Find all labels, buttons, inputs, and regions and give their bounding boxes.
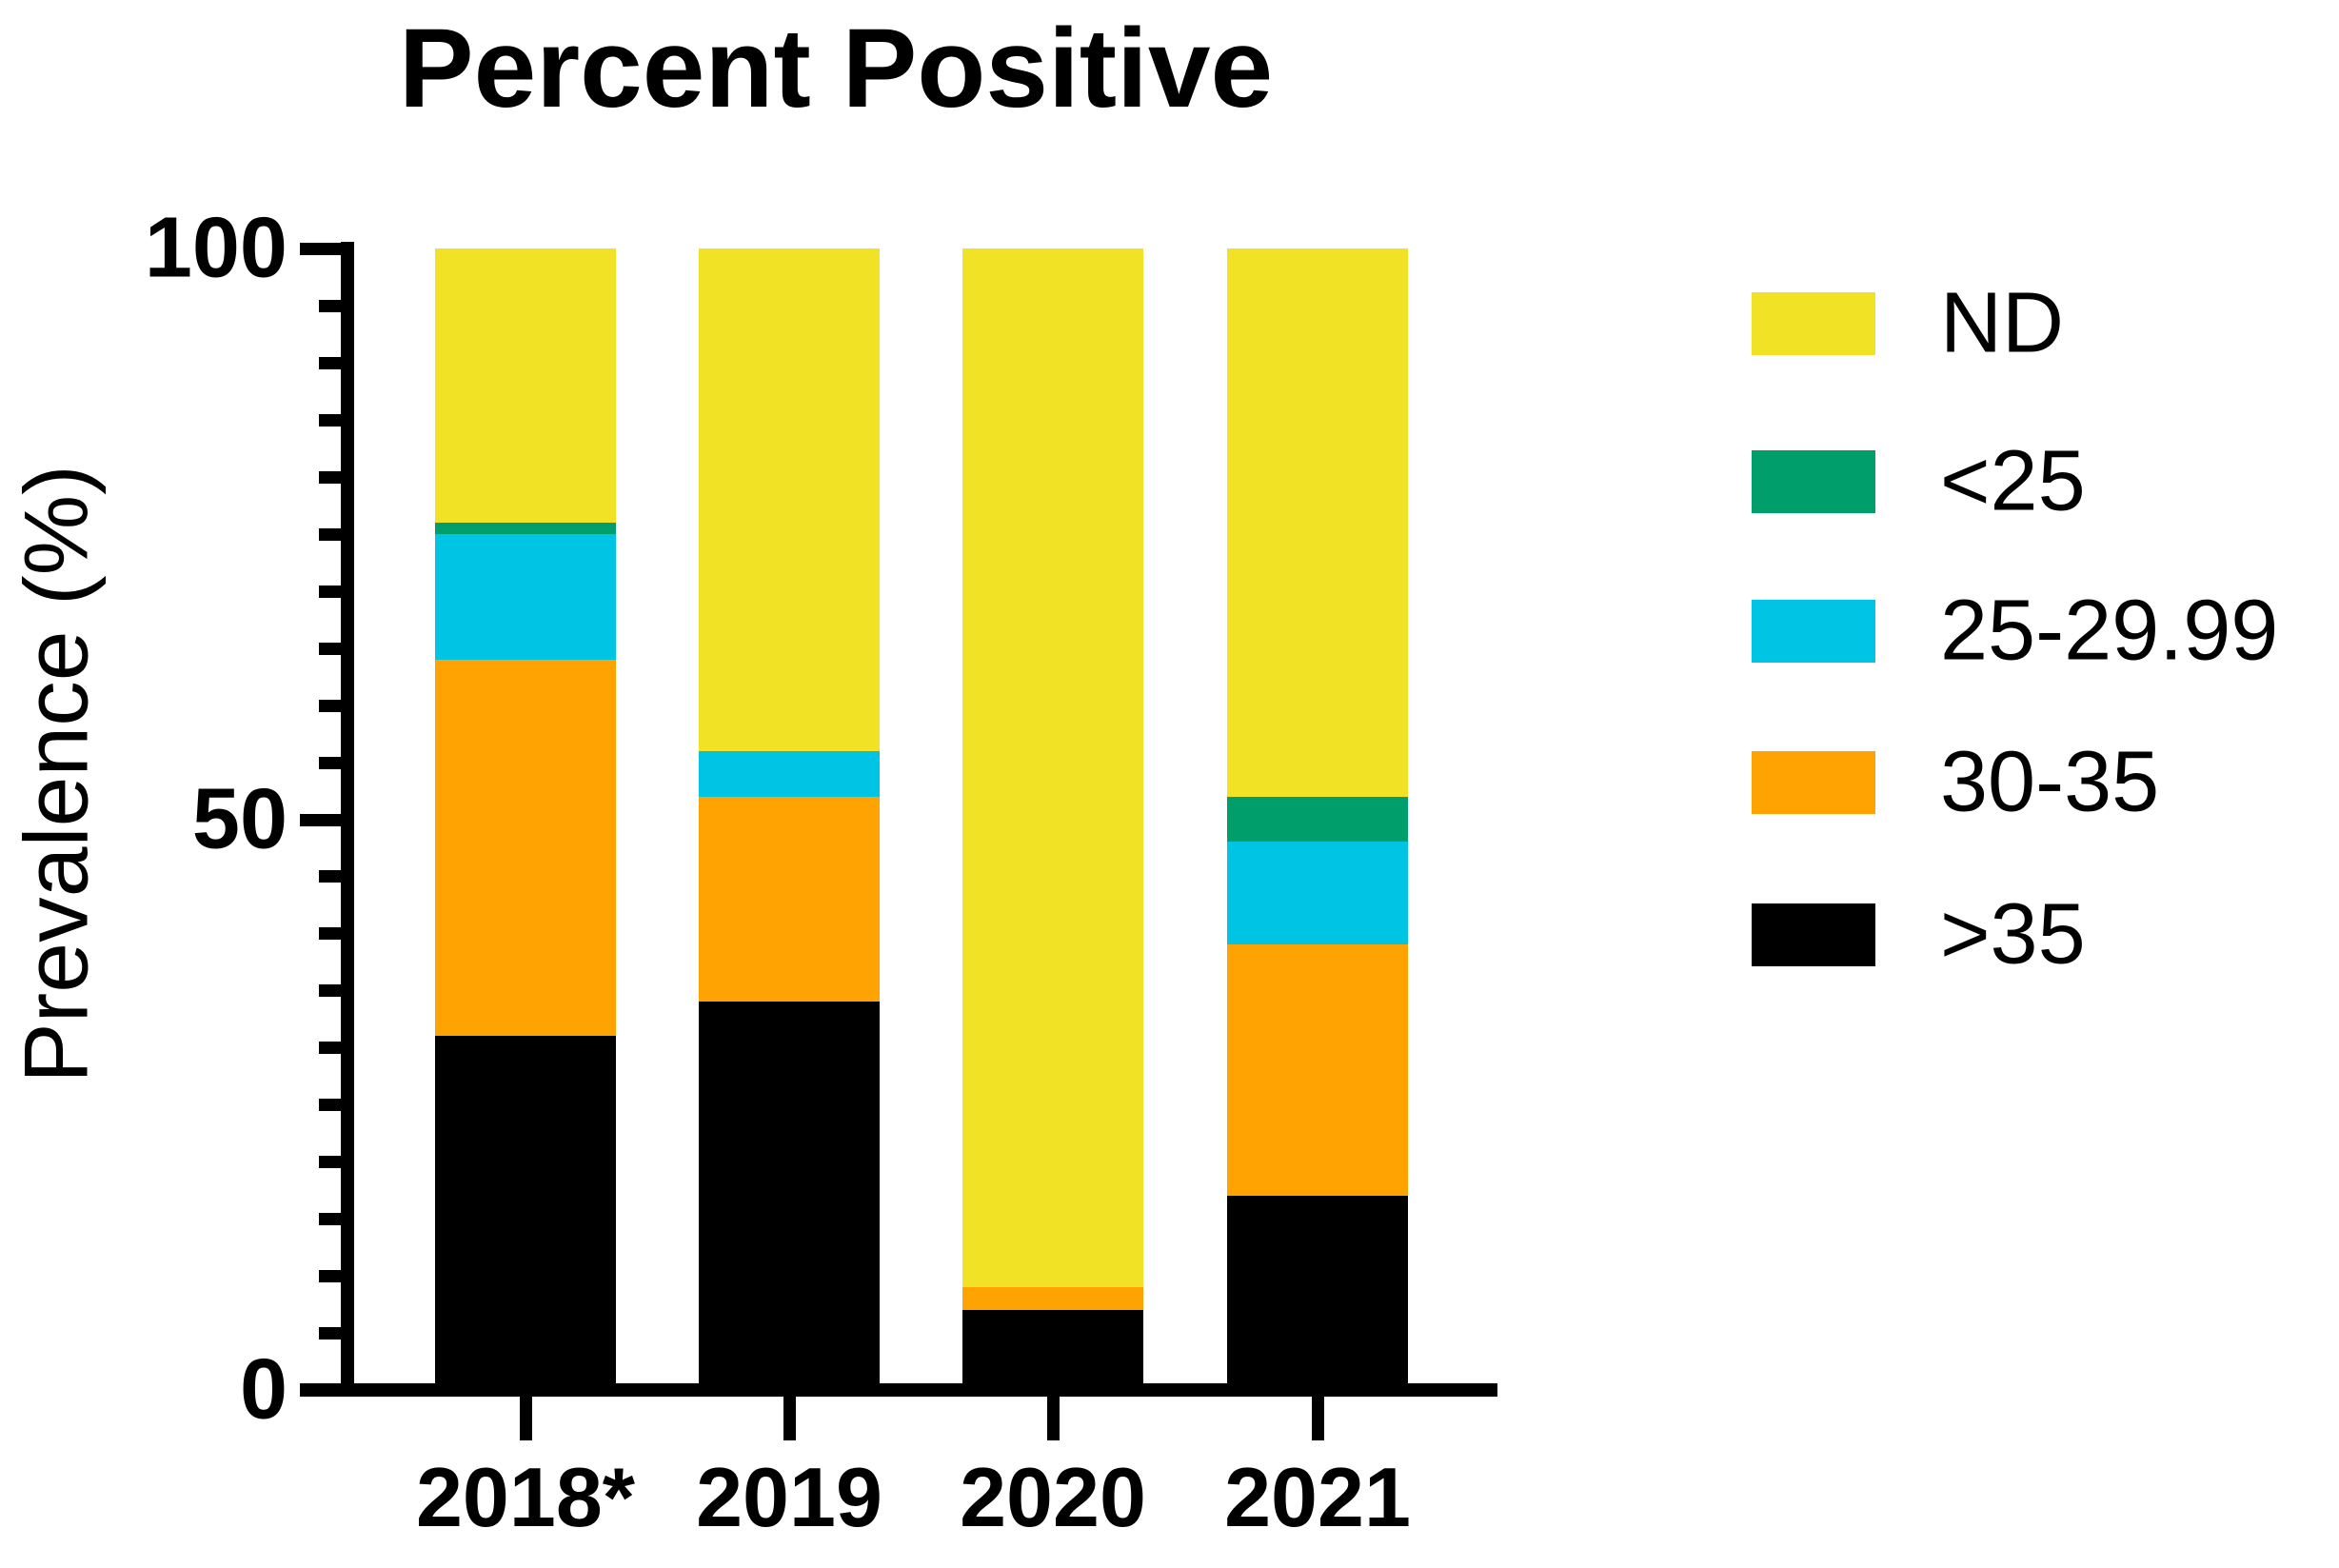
y-minor-tick <box>319 870 341 883</box>
y-tick-label: 50 <box>191 771 287 866</box>
bar-segment <box>962 248 1143 1288</box>
y-axis-line <box>341 242 354 1397</box>
bar-segment <box>699 796 880 1002</box>
bar-segment <box>435 533 616 660</box>
y-minor-tick <box>319 356 341 369</box>
y-minor-tick <box>319 927 341 941</box>
bar-segment <box>435 1036 616 1390</box>
y-minor-tick <box>319 756 341 769</box>
y-minor-tick <box>319 984 341 998</box>
y-minor-tick <box>319 1042 341 1055</box>
bar-segment <box>435 659 616 1037</box>
legend-swatch <box>1752 292 1875 355</box>
y-minor-tick <box>319 1327 341 1340</box>
x-tick <box>520 1396 532 1440</box>
x-tick-label: 2020 <box>960 1450 1146 1544</box>
x-tick-label: 2021 <box>1224 1450 1411 1544</box>
x-tick-label: 2019 <box>696 1450 882 1544</box>
bar-segment <box>699 1002 880 1390</box>
legend-label: <25 <box>1940 433 2086 529</box>
y-tick-label: 0 <box>239 1341 287 1438</box>
legend-swatch <box>1752 450 1875 513</box>
bar-segment <box>1227 796 1408 843</box>
bar-segment <box>962 1287 1143 1311</box>
bar-segment <box>1227 248 1408 797</box>
y-minor-tick <box>319 585 341 598</box>
bar-segment <box>699 750 880 797</box>
bar-segment <box>1227 842 1408 945</box>
y-minor-tick <box>319 299 341 312</box>
y-minor-tick <box>319 642 341 655</box>
legend-label: 25-29.99 <box>1940 583 2279 679</box>
chart-title: Percent Positive <box>398 6 1274 131</box>
legend-swatch <box>1752 903 1875 966</box>
y-minor-tick <box>319 1270 341 1283</box>
x-tick-label: 2018* <box>415 1450 636 1544</box>
y-minor-tick <box>319 470 341 484</box>
y-minor-tick <box>319 1156 341 1169</box>
legend-label: >35 <box>1940 886 2086 982</box>
bar-segment <box>962 1310 1143 1390</box>
y-minor-tick <box>319 699 341 712</box>
y-tick-label: 100 <box>144 200 287 296</box>
y-minor-tick <box>319 1099 341 1112</box>
x-tick <box>1312 1396 1324 1440</box>
y-minor-tick <box>319 413 341 427</box>
legend-swatch <box>1752 751 1875 814</box>
bar-segment <box>1227 1196 1408 1390</box>
legend-label: 30-35 <box>1940 734 2160 830</box>
x-tick <box>1047 1396 1060 1440</box>
y-major-tick <box>300 1384 341 1397</box>
y-minor-tick <box>319 1213 341 1226</box>
y-major-tick <box>300 243 341 255</box>
bar-segment <box>1227 944 1408 1197</box>
y-minor-tick <box>319 527 341 541</box>
y-major-tick <box>300 813 341 826</box>
bar-segment <box>435 522 616 534</box>
legend-label: ND <box>1940 275 2064 371</box>
bar-segment <box>435 248 616 523</box>
x-tick <box>783 1396 796 1440</box>
bar-segment <box>699 248 880 751</box>
legend-swatch <box>1752 600 1875 663</box>
